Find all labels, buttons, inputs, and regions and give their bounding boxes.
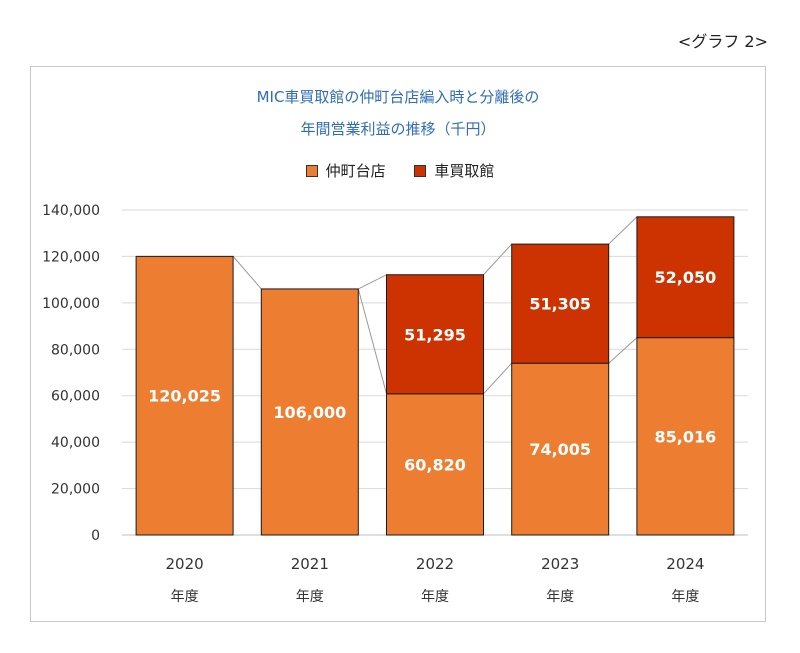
bar-kaitorikan [386, 274, 484, 395]
y-tick-label: 40,000 [51, 435, 100, 451]
series-connector-line [483, 243, 513, 276]
legend-item-kaitorikan: 車買取館 [414, 160, 494, 181]
bar-data-label: 51,295 [404, 325, 466, 344]
x-tick-sublabel: 年度 [171, 589, 199, 605]
y-tick-label: 100,000 [42, 296, 100, 312]
chart-title-line-2: 年間営業利益の推移（千円） [300, 120, 496, 138]
series-connector-line [608, 337, 638, 364]
bar-data-label: 74,005 [529, 440, 591, 459]
y-tick-label: 20,000 [51, 482, 100, 498]
x-tick-label: 2020 [166, 555, 204, 573]
series-connector-line [232, 256, 262, 290]
x-tick-label: 2023 [541, 555, 579, 573]
series-connector-line [358, 274, 387, 290]
legend-swatch-nakamachidai [305, 164, 318, 177]
bar-data-label: 60,820 [404, 455, 466, 474]
bar-data-label: 120,025 [148, 387, 221, 406]
bar-data-label: 51,305 [529, 295, 591, 314]
bar-kaitorikan [511, 243, 610, 364]
bar-nakamachidai [636, 337, 735, 536]
chart-legend: 仲町台店 車買取館 [0, 160, 800, 181]
y-tick-label: 80,000 [51, 342, 100, 358]
x-tick-sublabel: 年度 [546, 589, 574, 605]
x-tick-label: 2021 [291, 555, 329, 573]
bar-nakamachidai [386, 393, 484, 536]
x-tick-sublabel: 年度 [421, 589, 449, 605]
y-tick-label: 0 [91, 528, 100, 544]
y-tick-label: 120,000 [42, 249, 100, 265]
x-tick-sublabel: 年度 [296, 589, 324, 605]
bar-kaitorikan [636, 216, 735, 339]
bar-data-label: 85,016 [655, 427, 717, 446]
x-tick-label: 2024 [666, 555, 704, 573]
graph-number-label: <グラフ 2> [677, 32, 768, 51]
series-connector-line [483, 362, 513, 395]
x-tick-label: 2022 [416, 555, 454, 573]
legend-swatch-kaitorikan [414, 164, 427, 177]
bar-nakamachidai [135, 255, 234, 536]
y-tick-label: 140,000 [42, 203, 100, 219]
chart-title-line-1: MIC車買取館の仲町台店編入時と分離後の [256, 88, 540, 106]
legend-item-nakamachidai: 仲町台店 [305, 160, 386, 181]
bar-data-label: 106,000 [273, 403, 346, 422]
chart-frame [30, 66, 766, 622]
legend-label-kaitorikan: 車買取館 [434, 162, 495, 180]
x-tick-sublabel: 年度 [671, 589, 699, 605]
bar-data-label: 52,050 [655, 268, 717, 287]
series-connector-line [357, 288, 387, 394]
y-tick-label: 60,000 [51, 389, 100, 405]
legend-label-nakamachidai: 仲町台店 [325, 162, 386, 180]
bar-nakamachidai [260, 288, 359, 536]
series-connector-line [608, 216, 638, 245]
